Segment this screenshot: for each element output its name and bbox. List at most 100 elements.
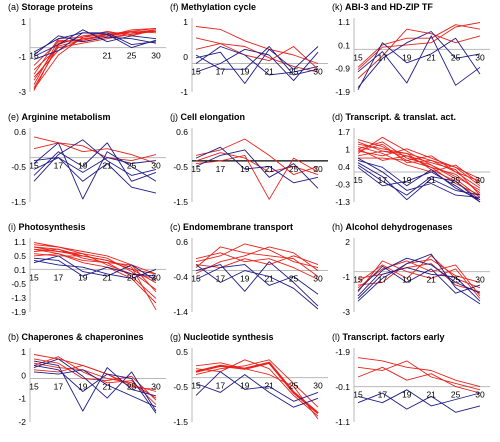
series-line-red: [195, 255, 319, 269]
y-tick-label: -0.5: [173, 382, 188, 392]
y-tick-label: -1: [18, 394, 26, 404]
panel-name: Alcohol dehydrogenases: [346, 222, 453, 232]
x-tick-label: 15: [353, 52, 363, 62]
panel-letter: (h): [332, 222, 346, 232]
series-line-blue: [33, 139, 157, 182]
y-tick-label: -1.9: [335, 87, 350, 97]
x-tick-label: 15: [191, 381, 201, 391]
series-line-red: [33, 246, 157, 275]
x-tick-label: 19: [240, 67, 250, 77]
panel-letter: (g): [170, 332, 184, 342]
x-tick-label: 19: [240, 164, 250, 174]
x-tick-label: 25: [127, 51, 137, 61]
series-line-blue: [33, 142, 157, 200]
panel-title: (e) Arginine metabolism: [8, 112, 111, 122]
series-line-red: [33, 27, 157, 78]
x-tick-label: 17: [54, 161, 64, 171]
y-tick-label: 1.7: [338, 127, 350, 137]
series-line-blue: [195, 149, 319, 189]
series-line-blue: [195, 261, 319, 307]
x-tick-label: 21: [264, 381, 274, 391]
x-tick-label: 30: [475, 275, 485, 285]
panel-letter: (f): [170, 2, 181, 12]
series-line-blue: [33, 369, 157, 408]
panel-name: Chaperones & chaperonines: [22, 332, 144, 342]
series-line-red: [357, 260, 481, 299]
series-line-red: [357, 255, 481, 289]
y-tick-label: -1.1: [335, 417, 350, 427]
x-tick-label: 30: [313, 164, 323, 174]
y-tick-label: -1: [342, 272, 350, 282]
y-tick-label: 1: [345, 145, 350, 155]
x-tick-label: 21: [102, 161, 112, 171]
series-line-blue: [195, 146, 319, 184]
series-line-blue: [33, 29, 157, 57]
y-tick-label: 0.5: [176, 347, 188, 357]
y-tick-label: 0.6: [176, 127, 188, 137]
panel-letter: (e): [8, 112, 22, 122]
panel-name: Nucleotide synthesis: [184, 332, 274, 342]
x-tick-label: 15: [353, 275, 363, 285]
x-tick-label: 15: [29, 51, 39, 61]
panel-name: Transcript. factors early: [343, 332, 445, 342]
panel-name: Storage proteins: [22, 2, 94, 12]
y-tick-label: -1: [18, 52, 26, 62]
y-tick-label: -1.3: [335, 197, 350, 207]
y-tick-label: -0.5: [173, 162, 188, 172]
x-tick-label: 15: [191, 67, 201, 77]
x-tick-label: 15: [29, 272, 39, 282]
series-line-blue: [33, 259, 157, 279]
x-tick-label: 30: [151, 161, 161, 171]
series-line-blue: [357, 37, 481, 91]
x-tick-label: 21: [264, 274, 274, 284]
x-tick-label: 19: [78, 272, 88, 282]
x-tick-label: 25: [451, 175, 461, 185]
series-line-red: [357, 366, 481, 394]
series-line-blue: [357, 31, 481, 88]
x-tick-label: 17: [378, 175, 388, 185]
x-tick-label: 25: [451, 275, 461, 285]
series-line-blue: [357, 35, 481, 86]
y-tick-label: 1.1: [338, 17, 350, 27]
y-tick-label: -1.3: [11, 293, 26, 303]
series-line-blue: [357, 253, 481, 305]
series-line-red: [357, 24, 481, 68]
series-line-blue: [33, 358, 157, 412]
series-line-blue: [33, 360, 157, 412]
x-tick-label: 30: [151, 381, 161, 391]
panel-j: (j) Cell elongation 0.6 -0.5 -1.5 15 17 19 21 25…: [170, 112, 328, 207]
y-tick-label: 1: [21, 347, 26, 357]
x-tick-label: 15: [353, 175, 363, 185]
panel-title: (h) Alcohol dehydrogenases: [332, 222, 453, 232]
y-tick-label: 0: [183, 52, 188, 62]
panel-k: (k) ABI-3 and HD-ZIP TF 1.1 0.1 -0.9 -1.9 15 1…: [332, 2, 490, 97]
y-tick-label: -0.1: [335, 382, 350, 392]
panel-name: Photosynthesis: [19, 222, 86, 232]
x-tick-label: 17: [378, 52, 388, 62]
series-line-blue: [195, 48, 319, 82]
series-line-red: [357, 22, 481, 70]
series-line-red: [33, 253, 157, 293]
series-line-red: [195, 246, 319, 277]
y-tick-label: -3: [18, 87, 26, 97]
x-tick-label: 21: [264, 67, 274, 77]
series-line-blue: [195, 264, 319, 310]
series-line-blue: [33, 35, 157, 56]
series-line-blue: [195, 371, 319, 402]
series-line-blue: [357, 162, 481, 201]
y-tick-label: 1.1: [14, 237, 26, 247]
panel-title: (i) Photosynthesis: [8, 222, 86, 232]
series-line-blue: [33, 364, 157, 414]
x-tick-label: 25: [451, 390, 461, 400]
panel-title: (g) Nucleotide synthesis: [170, 332, 274, 342]
panel-letter: (i): [8, 222, 19, 232]
y-tick-label: 2: [345, 237, 350, 247]
series-line-blue: [195, 46, 319, 76]
series-line-red: [33, 29, 157, 91]
series-line-red: [195, 246, 319, 274]
x-tick-label: 25: [127, 161, 137, 171]
y-tick-label: -1.4: [173, 307, 188, 317]
x-tick-label: 21: [426, 390, 436, 400]
x-tick-label: 30: [151, 51, 161, 61]
